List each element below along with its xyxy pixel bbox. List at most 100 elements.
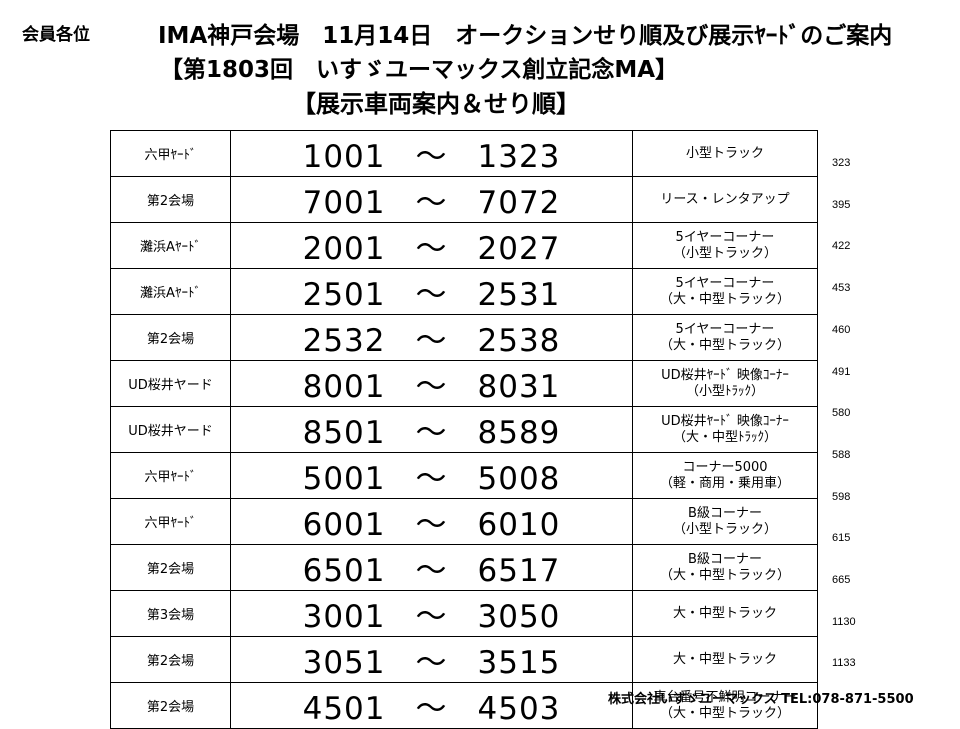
lot-range: 2532 ～ 2538 (230, 314, 633, 361)
lot-range: 8501 ～ 8589 (230, 406, 633, 453)
category-line: （小型トラック） (672, 521, 777, 537)
cumulative-count: 1130 (832, 615, 856, 628)
lot-range: 3001 ～ 3050 (230, 590, 633, 637)
display-location: UD桜井ヤード (110, 360, 231, 407)
range-separator: ～ (415, 277, 448, 313)
section-heading: 【展示車両案内＆せり順】 (292, 90, 580, 118)
lot-range: 6501 ～ 6517 (230, 544, 633, 591)
lot-range: 4501 ～ 4503 (230, 682, 633, 729)
category-line: （大・中型トラック） (659, 337, 790, 353)
category-line: 5イヤーコーナー (675, 229, 775, 245)
cumulative-count: 1133 (832, 657, 856, 670)
category: B級コーナー （大・中型トラック） (632, 544, 818, 591)
auction-order-table: 六甲ﾔｰﾄﾞ 1001 ～ 1323 小型トラック 第2会場 7001 ～ 7072 リース・レン… (110, 130, 818, 729)
display-location: 第2会場 (110, 314, 231, 361)
category-line: 大・中型トラック (672, 651, 777, 667)
display-location: 第2会場 (110, 682, 231, 729)
range-separator: ～ (415, 553, 448, 589)
cumulative-count: 615 (832, 532, 851, 545)
cumulative-count: 453 (832, 282, 851, 295)
display-location: UD桜井ヤード (110, 406, 231, 453)
lot-to: 4503 (477, 691, 561, 727)
cumulative-count: 460 (832, 323, 851, 336)
lot-from: 8001 (302, 369, 386, 405)
display-location: 六甲ﾔｰﾄﾞ (110, 498, 231, 545)
category-line: 小型トラック (685, 145, 764, 161)
category: 大・中型トラック (632, 590, 818, 637)
table-row: 第2会場 6501 ～ 6517 B級コーナー （大・中型トラック） (110, 544, 818, 591)
table-row: 六甲ﾔｰﾄﾞ 1001 ～ 1323 小型トラック (110, 130, 818, 177)
cumulative-count: 598 (832, 490, 851, 503)
lot-range: 2001 ～ 2027 (230, 222, 633, 269)
lot-range: 8001 ～ 8031 (230, 360, 633, 407)
lot-range: 2501 ～ 2531 (230, 268, 633, 315)
display-location: 第2会場 (110, 544, 231, 591)
range-separator: ～ (415, 645, 448, 681)
category-line: B級コーナー (688, 505, 762, 521)
category: 5イヤーコーナー （大・中型トラック） (632, 268, 818, 315)
lot-to: 2538 (477, 323, 561, 359)
category: B級コーナー （小型トラック） (632, 498, 818, 545)
cumulative-count: 323 (832, 157, 851, 169)
category: UD桜井ﾔｰﾄﾞ 映像ｺｰﾅｰ （大・中型ﾄﾗｯｸ） (632, 406, 818, 453)
category-line: （小型ﾄﾗｯｸ） (685, 383, 764, 399)
lot-to: 8589 (477, 415, 561, 451)
lot-from: 2501 (302, 277, 386, 313)
lot-from: 3051 (302, 645, 386, 681)
display-location: 第3会場 (110, 590, 231, 637)
lot-to: 2531 (477, 277, 561, 313)
lot-range: 6001 ～ 6010 (230, 498, 633, 545)
range-separator: ～ (415, 369, 448, 405)
range-separator: ～ (415, 139, 448, 175)
display-location: 六甲ﾔｰﾄﾞ (110, 130, 231, 177)
category-line: 車台番号不鮮明コーナー (653, 689, 797, 705)
range-separator: ～ (415, 185, 448, 221)
range-separator: ～ (415, 461, 448, 497)
range-separator: ～ (415, 231, 448, 267)
range-separator: ～ (415, 323, 448, 359)
lot-range: 7001 ～ 7072 (230, 176, 633, 223)
lot-to: 3515 (477, 645, 561, 681)
display-location: 第2会場 (110, 636, 231, 683)
lot-to: 1323 (477, 139, 561, 175)
lot-range: 3051 ～ 3515 (230, 636, 633, 683)
category: リース・レンタアップ (632, 176, 818, 223)
category-line: （軽・商用・乗用車） (659, 475, 790, 491)
category: 5イヤーコーナー （小型トラック） (632, 222, 818, 269)
lot-to: 6010 (477, 507, 561, 543)
category-line: 5イヤーコーナー (675, 275, 775, 291)
lot-to: 8031 (477, 369, 561, 405)
table-row: UD桜井ヤード 8001 ～ 8031 UD桜井ﾔｰﾄﾞ 映像ｺｰﾅｰ （小型ﾄﾗｯｸ） (110, 360, 818, 407)
lot-from: 8501 (302, 415, 386, 451)
addressee-label: 会員各位 (22, 25, 90, 45)
table-row: 六甲ﾔｰﾄﾞ 5001 ～ 5008 コーナー5000 （軽・商用・乗用車） (110, 452, 818, 499)
lot-from: 4501 (302, 691, 386, 727)
category-line: UD桜井ﾔｰﾄﾞ 映像ｺｰﾅｰ (661, 367, 789, 383)
category-line: （大・中型トラック） (659, 705, 790, 721)
cumulative-count: 665 (832, 574, 851, 586)
category-line: （大・中型トラック） (659, 291, 790, 307)
category: コーナー5000 （軽・商用・乗用車） (632, 452, 818, 499)
display-location: 第2会場 (110, 176, 231, 223)
display-location: 灘浜Aﾔｰﾄﾞ (110, 222, 231, 269)
lot-from: 3001 (302, 599, 386, 635)
lot-from: 6001 (302, 507, 386, 543)
category-line: （大・中型ﾄﾗｯｸ） (672, 429, 777, 445)
category-line: （大・中型トラック） (659, 567, 790, 583)
company-contact: 株式会社いすゞユーマックス TEL:078-871-5500 (608, 692, 914, 707)
category: 小型トラック (632, 130, 818, 177)
table-row: 六甲ﾔｰﾄﾞ 6001 ～ 6010 B級コーナー （小型トラック） (110, 498, 818, 545)
category-line: 5イヤーコーナー (675, 321, 775, 337)
cumulative-count: 588 (832, 448, 851, 461)
lot-from: 5001 (302, 461, 386, 497)
table-row: 灘浜Aﾔｰﾄﾞ 2001 ～ 2027 5イヤーコーナー （小型トラック） (110, 222, 818, 269)
table-row: 灘浜Aﾔｰﾄﾞ 2501 ～ 2531 5イヤーコーナー （大・中型トラック） (110, 268, 818, 315)
range-separator: ～ (415, 691, 448, 727)
lot-to: 2027 (477, 231, 561, 267)
lot-from: 1001 (302, 139, 386, 175)
lot-from: 2001 (302, 231, 386, 267)
table-row: 第2会場 2532 ～ 2538 5イヤーコーナー （大・中型トラック） (110, 314, 818, 361)
category: 5イヤーコーナー （大・中型トラック） (632, 314, 818, 361)
category: UD桜井ﾔｰﾄﾞ 映像ｺｰﾅｰ （小型ﾄﾗｯｸ） (632, 360, 818, 407)
category: 大・中型トラック (632, 636, 818, 683)
